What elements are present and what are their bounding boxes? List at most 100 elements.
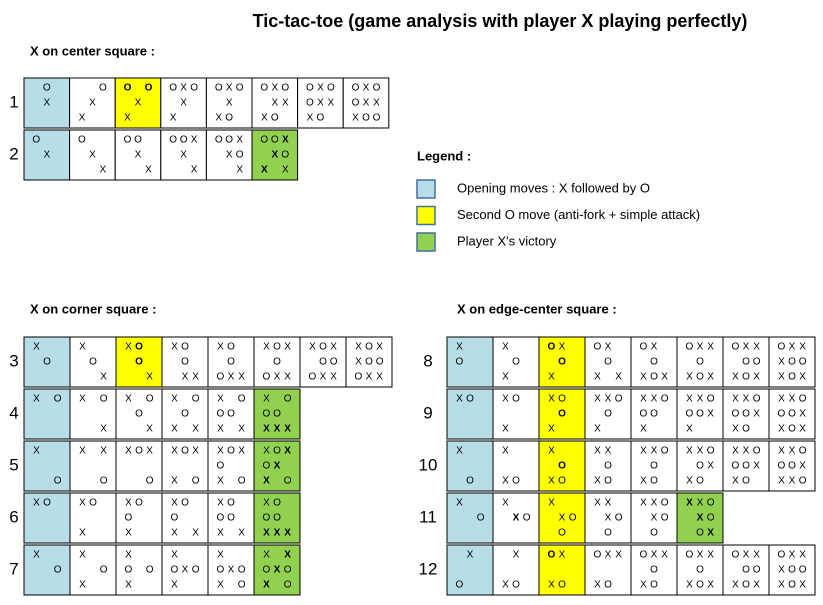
board-cell: O <box>696 565 704 576</box>
board-cell: X <box>171 580 178 591</box>
board-cell: X <box>743 550 750 561</box>
board-cell: O <box>54 565 62 576</box>
board-cell: O <box>604 409 612 420</box>
board <box>23 388 71 440</box>
board-cell: O <box>181 409 189 420</box>
board-cell: X <box>261 165 268 176</box>
board <box>23 544 71 596</box>
board-cell: O <box>362 113 370 124</box>
board-cell: X <box>548 580 555 591</box>
board-cell: O <box>352 98 360 109</box>
board-cell: O <box>512 357 520 368</box>
board-cell: X <box>89 150 96 161</box>
board-cell: X <box>502 342 509 353</box>
board-cell: O <box>192 565 200 576</box>
board-cell: X <box>352 113 359 124</box>
board-cell: X <box>778 424 785 435</box>
board <box>538 388 586 440</box>
board-cell: X <box>753 372 760 383</box>
board-cell: O <box>732 550 740 561</box>
board-cell: O <box>271 135 279 146</box>
board-cell: X <box>238 424 245 435</box>
board <box>722 544 770 596</box>
board-cell: O <box>650 461 658 472</box>
board-cell: X <box>605 342 612 353</box>
board-cell: X <box>615 550 622 561</box>
board-cell: O <box>273 498 281 509</box>
board-cell: X <box>686 580 693 591</box>
board-cell: O <box>661 394 669 405</box>
board-cell: X <box>376 342 383 353</box>
board-cell: X <box>263 476 270 487</box>
board-cell: O <box>227 357 235 368</box>
row-label: 12 <box>419 559 438 578</box>
board-cell: O <box>707 513 715 524</box>
board <box>207 388 255 440</box>
board-cell: O <box>799 565 807 576</box>
row-label: 3 <box>9 351 18 370</box>
row-label: 8 <box>423 351 432 370</box>
board <box>207 336 255 388</box>
board-cell: X <box>125 528 132 539</box>
board-cell: X <box>789 394 796 405</box>
board-cell: O <box>217 565 225 576</box>
board-cell: O <box>661 498 669 509</box>
board-cell: X <box>548 372 555 383</box>
row-label: 11 <box>419 507 437 526</box>
board-cell: X <box>192 372 199 383</box>
board-cell: X <box>363 98 370 109</box>
board-cell: X <box>799 580 806 591</box>
board-cell: O <box>181 446 189 457</box>
board-cell: X <box>651 513 658 524</box>
board <box>69 388 117 440</box>
board-cell: O <box>753 446 761 457</box>
board-cell: O <box>215 135 223 146</box>
board-cell: X <box>732 446 739 457</box>
board-cell: X <box>79 113 86 124</box>
board-cell: X <box>697 513 704 524</box>
board-cell: X <box>456 342 463 353</box>
row-label: 1 <box>9 92 18 111</box>
board-cell: O <box>373 83 381 94</box>
board-cell: O <box>99 83 107 94</box>
board-cell: X <box>263 342 270 353</box>
board-cell: X <box>778 394 785 405</box>
board-cell: O <box>799 394 807 405</box>
board <box>115 440 163 492</box>
board-cell: X <box>171 446 178 457</box>
board-cell: X <box>594 580 601 591</box>
board-cell: O <box>263 513 271 524</box>
board-cell: O <box>650 528 658 539</box>
board-cell: X <box>282 165 289 176</box>
board-cell: X <box>743 394 750 405</box>
board-cell: X <box>697 446 704 457</box>
board-cell: X <box>135 150 142 161</box>
board-cell: X <box>559 550 566 561</box>
board-cell: X <box>226 150 233 161</box>
board-cell: O <box>615 513 623 524</box>
board-cell: O <box>650 357 658 368</box>
board <box>630 544 678 596</box>
board-cell: X <box>215 113 222 124</box>
board <box>69 544 117 596</box>
board-cell: X <box>146 446 153 457</box>
board-cell: X <box>594 446 601 457</box>
board-cell: X <box>697 342 704 353</box>
board-cell: X <box>753 342 760 353</box>
board-cell: O <box>696 409 704 420</box>
board-cell: X <box>226 98 233 109</box>
board <box>630 440 678 492</box>
board-cell: O <box>788 580 796 591</box>
board-cell: X <box>661 372 668 383</box>
section-title: X on edge-center square : <box>457 301 617 316</box>
board-cell: X <box>100 372 107 383</box>
board-cell: X <box>686 476 693 487</box>
board-cell: X <box>100 424 107 435</box>
board <box>297 77 344 129</box>
board-cell: O <box>281 83 289 94</box>
board-cell: O <box>135 357 143 368</box>
board <box>492 544 540 596</box>
board-cell: X <box>217 446 224 457</box>
board-cell: O <box>742 372 750 383</box>
legend-label: Player X's victory <box>457 233 557 248</box>
